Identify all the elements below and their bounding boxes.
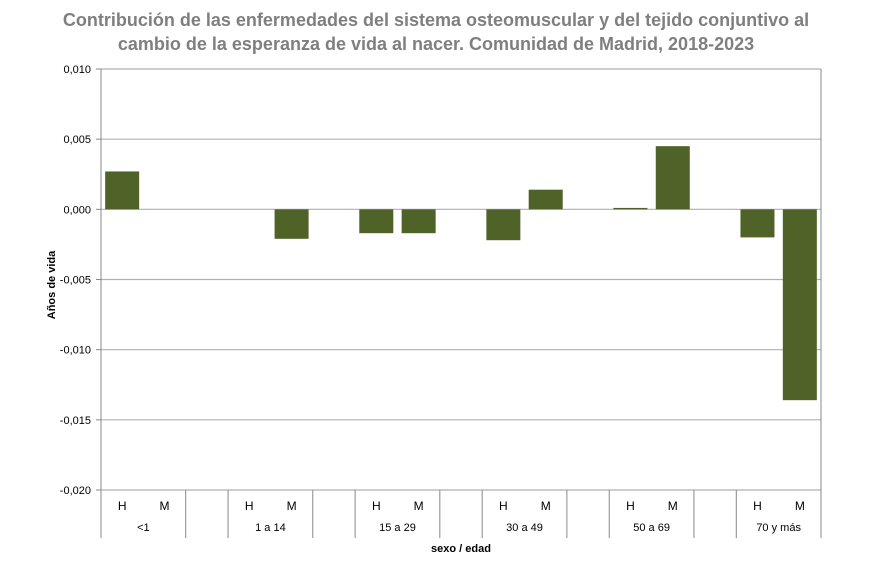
chart-title: Contribución de las enfermedades del sis…	[0, 8, 872, 56]
bar-70 y más-M	[782, 209, 817, 401]
sex-label: M	[414, 499, 424, 513]
y-tick-label: -0,020	[60, 485, 91, 497]
bar-30 a 49-H	[486, 209, 521, 241]
sex-label: M	[287, 499, 297, 513]
bar-15 a 29-M	[401, 209, 436, 234]
bar-50 a 69-M	[655, 146, 690, 210]
sex-label: M	[795, 499, 805, 513]
age-group-label: 50 a 69	[633, 522, 670, 534]
y-tick-label: 0,010	[63, 64, 91, 76]
sex-label: H	[245, 499, 254, 513]
sex-label: H	[753, 499, 762, 513]
x-axis-label: sexo / edad	[431, 543, 491, 555]
age-group-label: 15 a 29	[379, 522, 416, 534]
age-group-label: 1 a 14	[255, 522, 286, 534]
title-line-1: Contribución de las enfermedades del sis…	[62, 10, 810, 30]
bar-15 a 29-H	[359, 209, 394, 234]
y-tick-label: 0,000	[63, 204, 91, 216]
sex-label: H	[499, 499, 508, 513]
sex-label: M	[541, 499, 551, 513]
bar-70 y más-H	[740, 209, 775, 238]
y-axis-label: Años de vida	[46, 250, 58, 319]
bar-1 a 14-M	[274, 209, 309, 239]
sex-label: H	[118, 499, 127, 513]
y-tick-label: -0,015	[60, 415, 91, 427]
age-group-label: 30 a 49	[506, 522, 543, 534]
age-group-label: 70 y más	[756, 522, 801, 534]
sex-label: M	[160, 499, 170, 513]
sex-label: M	[668, 499, 678, 513]
sex-label: H	[372, 499, 381, 513]
bar-30 a 49-M	[528, 189, 563, 210]
y-tick-label: -0,010	[60, 345, 91, 357]
title-line-2: cambio de la esperanza de vida al nacer.…	[117, 34, 755, 54]
y-tick-label: -0,005	[60, 275, 91, 287]
y-tick-label: 0,005	[63, 134, 91, 146]
bar-<1-H	[105, 171, 140, 210]
age-group-label: <1	[137, 522, 150, 534]
sex-label: H	[626, 499, 635, 513]
bar-50 a 69-H	[613, 207, 648, 210]
